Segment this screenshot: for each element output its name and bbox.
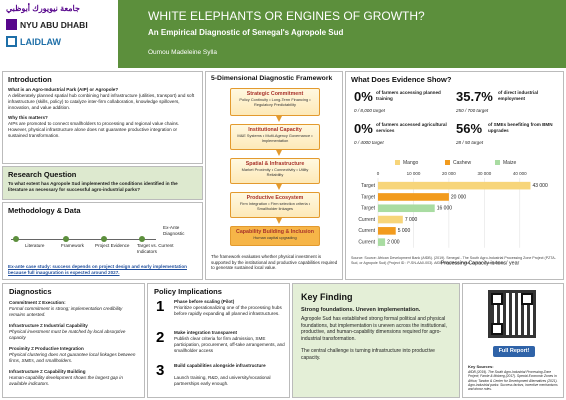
stat-target: 0 / 8,000 target [354,108,385,113]
logo-panel: جامعة نيويورك أبوظبي NYU ABU DHABI LAIDL… [0,0,118,68]
stat-value: 35.7% [456,89,493,104]
qr-corner [491,293,503,305]
policy-number: 3 [156,362,165,379]
header-band: WHITE ELEPHANTS OR ENGINES OF GROWTH? An… [118,0,566,68]
flow-dot [13,236,19,242]
caption: The framework evaluates whether physical… [211,254,338,271]
logo-nyu: NYU ABU DHABI [20,20,88,30]
stat-target: 28 / 50 target [456,140,484,145]
framework-box: Strategic Commitment Policy Continuity • … [230,88,320,116]
heading: Policy Implications [154,287,222,296]
qr-corner [521,293,533,305]
stat-label: of SMEs benefiting from BMN upgrades [488,122,553,133]
finding-text: Agropole Sud has established strong form… [301,316,447,342]
flow-dot [101,236,107,242]
heading: What Does Evidence Show? [351,75,452,84]
diag-title: Commitment ≠ Execution: [9,300,66,305]
box-items: Market Proximity • Connectivity • Utilit… [241,167,309,178]
policy-text: Publish clear criteria for firm admissio… [174,336,285,353]
title: WHITE ELEPHANTS OR ENGINES OF GROWTH? [148,9,425,23]
logo-icon [6,36,17,47]
stat-target: 0 / 4000 target [354,140,384,145]
logo-icon [6,19,17,30]
subtitle: An Empirical Diagnostic of Senegal's Agr… [148,28,344,37]
box-title: Capability Building & Inclusion [236,229,314,235]
box-title: Spatial & Infrastructure [245,161,305,167]
diag-title: Infrastructure ≠ Capability Building [9,368,86,374]
flow-line [11,239,156,240]
policy-title: Build capabilities alongside infrastruct… [174,363,266,368]
diag-title: Infrastructure ≠ Industrial Capability [9,322,88,328]
answer: AIPs are promoted to connect smallholder… [8,120,180,138]
policy-title: Make integration transparent [174,330,238,335]
diag-text: Formal commitment is strong; implementat… [9,305,123,317]
policy-number: 1 [156,298,165,315]
intro-panel: Introduction What is an Agro-Industrial … [2,71,203,164]
framework-box: Institutional Capacity M&E Systems • Mult… [230,124,320,150]
sources-heading: Key Sources: [468,364,494,369]
box-items: Policy Continuity • Long-Term Financing … [239,97,311,108]
box-items: M&E Systems • Multi-Agency Governance • … [237,133,313,144]
stat-value: 0% [354,89,373,104]
question: What is an Agro-Industrial Park (AIP) or… [8,87,119,92]
key-panel: Key Finding Strong foundations. Uneven i… [292,283,460,398]
author: Oumou Madeleine Sylla [148,49,218,56]
logo-laidlaw: LAIDLAW [20,37,61,47]
heading: 5-Dimensional Diagnostic Framework [211,75,333,82]
heading: Diagnostics [9,287,52,296]
stat-label: of farmers accessing planned training [376,90,441,101]
heading: Key Finding [301,292,353,302]
framework-panel: 5-Dimensional Diagnostic Framework Strat… [205,71,343,280]
step: Framework [61,243,84,248]
diag-text: Physical clustering does not guarantee l… [9,351,136,363]
framework-box: Productive Ecosystem Firm Integration • F… [230,192,320,218]
heading: Research Question [8,170,77,179]
stat-target: 250 / 700 target [456,108,489,113]
box-title: Productive Ecosystem [246,195,304,201]
rq-text: To what extent has Agropole Sud implemen… [8,181,178,192]
stat-value: 56% [456,121,483,136]
source: Source: Source: African Development Bank… [351,256,556,265]
policy-panel: Policy Implications 1 Phase before scali… [147,283,290,398]
box-items: Human capital upgrading [253,235,297,240]
policy-title: Phase before scaling (Pilot) [174,299,235,304]
heading: Introduction [8,75,52,84]
answer: A deliberately planned spatial hub combi… [8,92,195,110]
report-panel: Full Report! Key Sources: AfDB (2019). T… [462,283,564,398]
box-items: Firm Integration • Firm selection criter… [239,201,311,212]
box-title: Institutional Capacity [248,127,302,133]
box-title: Strategic Commitment [246,91,304,97]
diagnostics-panel: Diagnostics Commitment ≠ Execution: Form… [2,283,145,398]
conclusion: The central challenge is turning infrast… [301,348,435,361]
step: Target vs. Current Indicators [137,243,174,254]
diag-text: Physical investment must be matched by l… [9,328,126,340]
outcome: Ex-Ante Diagnostic [163,225,185,236]
framework-box: Capability Building & Inclusion Human cap… [230,226,320,246]
stat-label: of farmers accessed agricultural service… [376,122,447,133]
report-button[interactable]: Full Report! [493,346,535,357]
method-panel: Methodology & Data Literature Framework … [2,202,203,280]
heading: Methodology & Data [8,206,81,215]
logo-arabic: جامعة نيويورك أبوظبي [6,4,80,13]
stat-value: 0% [354,121,373,136]
step: Project Evidence [95,243,130,248]
policy-text: Launch training, R&D, and university/voc… [174,375,271,386]
evidence-panel: What Does Evidence Show? 0% of farmers a… [345,71,564,280]
question: Why this matters? [8,114,48,120]
headline: Strong foundations. Uneven implementatio… [301,307,421,313]
step: Literature [25,243,45,248]
sources: AfDB (2019). The South Agro-Industrial P… [468,370,558,392]
policy-number: 2 [156,329,165,346]
rq-panel: Research Question To what extent has Agr… [2,166,203,200]
flow-dot [63,236,69,242]
diag-text: Human-capability development shows the l… [9,374,123,386]
qr-corner [491,323,503,335]
framework-box: Spatial & Infrastructure Market Proximity… [230,158,320,184]
note: Ex-ante case study: success depends on p… [8,264,187,275]
stat-label: of direct industrial employment [498,90,539,101]
policy-text: Prioritize operationalizing one of the p… [174,305,282,316]
diag-title: Proximity ≠ Productive Integration [9,345,84,351]
flow-dot [139,236,145,242]
